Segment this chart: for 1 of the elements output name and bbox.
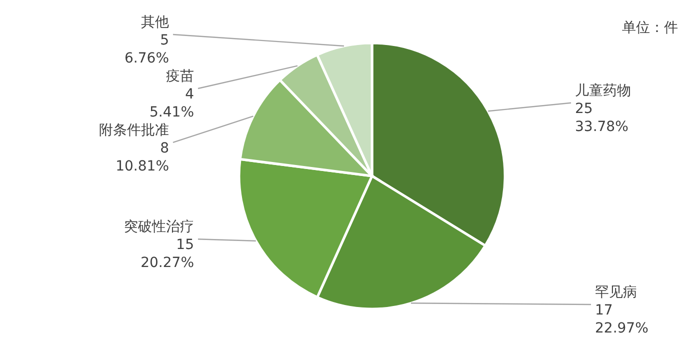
text: 单位：件 bbox=[622, 20, 678, 36]
